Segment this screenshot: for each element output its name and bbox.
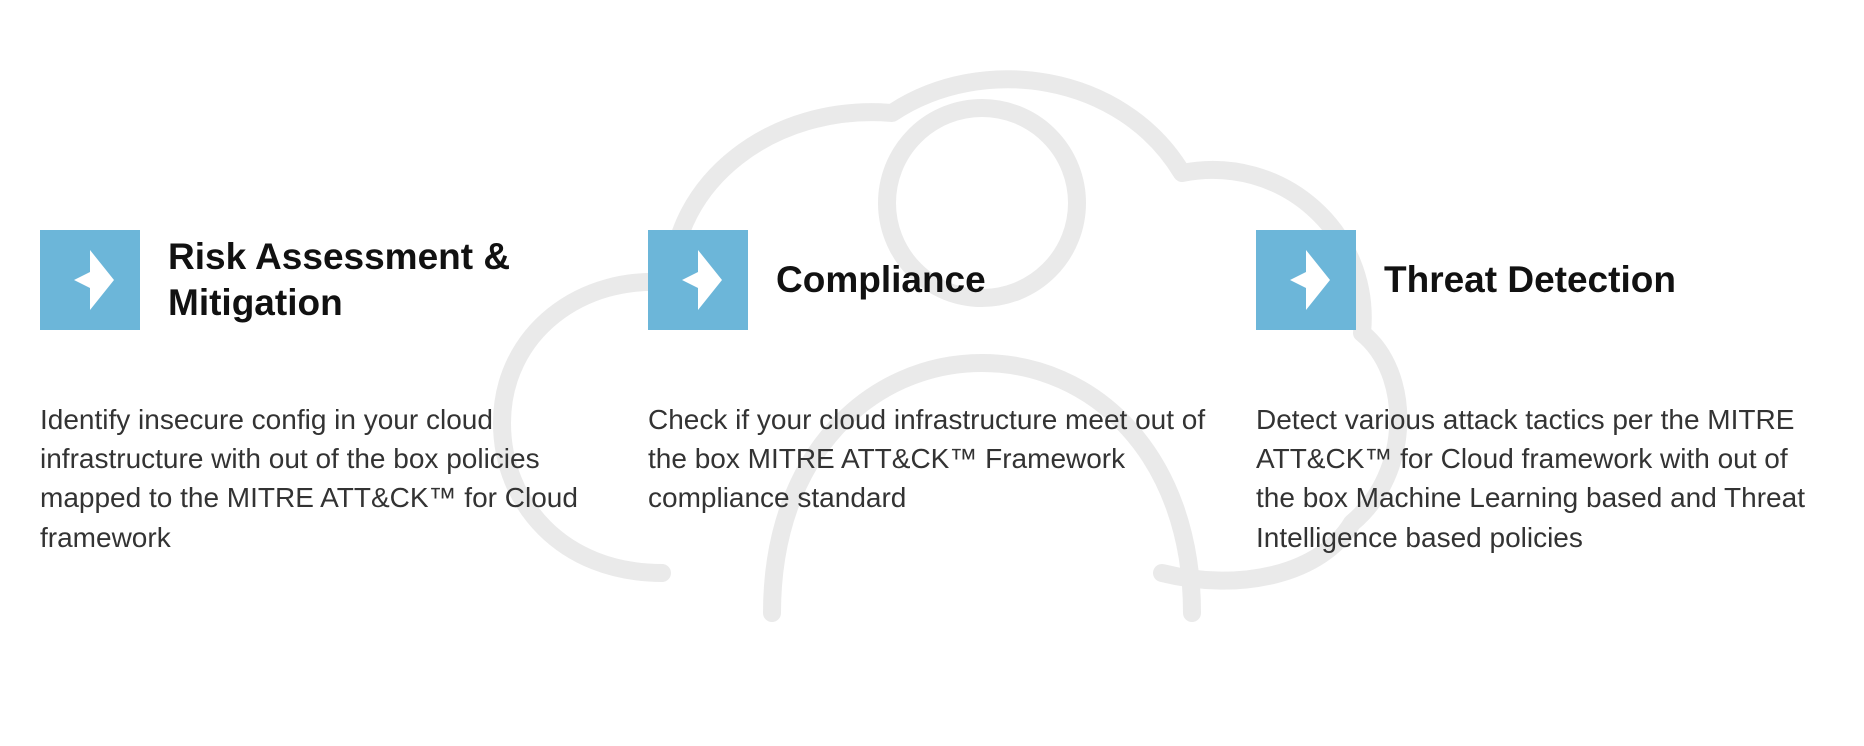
- column-title: Compliance: [776, 257, 986, 303]
- feature-columns: Risk Assessment & Mitigation Identify in…: [0, 0, 1864, 557]
- column-title: Risk Assessment & Mitigation: [168, 234, 608, 327]
- column-description: Identify insecure config in your cloud i…: [40, 400, 608, 557]
- arrow-diamond-icon: [64, 248, 116, 312]
- arrow-diamond-icon: [1280, 248, 1332, 312]
- feature-icon-tile: [648, 230, 748, 330]
- column-risk: Risk Assessment & Mitigation Identify in…: [40, 230, 608, 557]
- column-description: Detect various attack tactics per the MI…: [1256, 400, 1824, 557]
- column-header: Threat Detection: [1256, 230, 1824, 330]
- column-threat: Threat Detection Detect various attack t…: [1256, 230, 1824, 557]
- column-title: Threat Detection: [1384, 257, 1676, 303]
- feature-icon-tile: [40, 230, 140, 330]
- column-description: Check if your cloud infrastructure meet …: [648, 400, 1216, 518]
- column-header: Risk Assessment & Mitigation: [40, 230, 608, 330]
- arrow-diamond-icon: [672, 248, 724, 312]
- column-header: Compliance: [648, 230, 1216, 330]
- column-compliance: Compliance Check if your cloud infrastru…: [648, 230, 1216, 557]
- feature-icon-tile: [1256, 230, 1356, 330]
